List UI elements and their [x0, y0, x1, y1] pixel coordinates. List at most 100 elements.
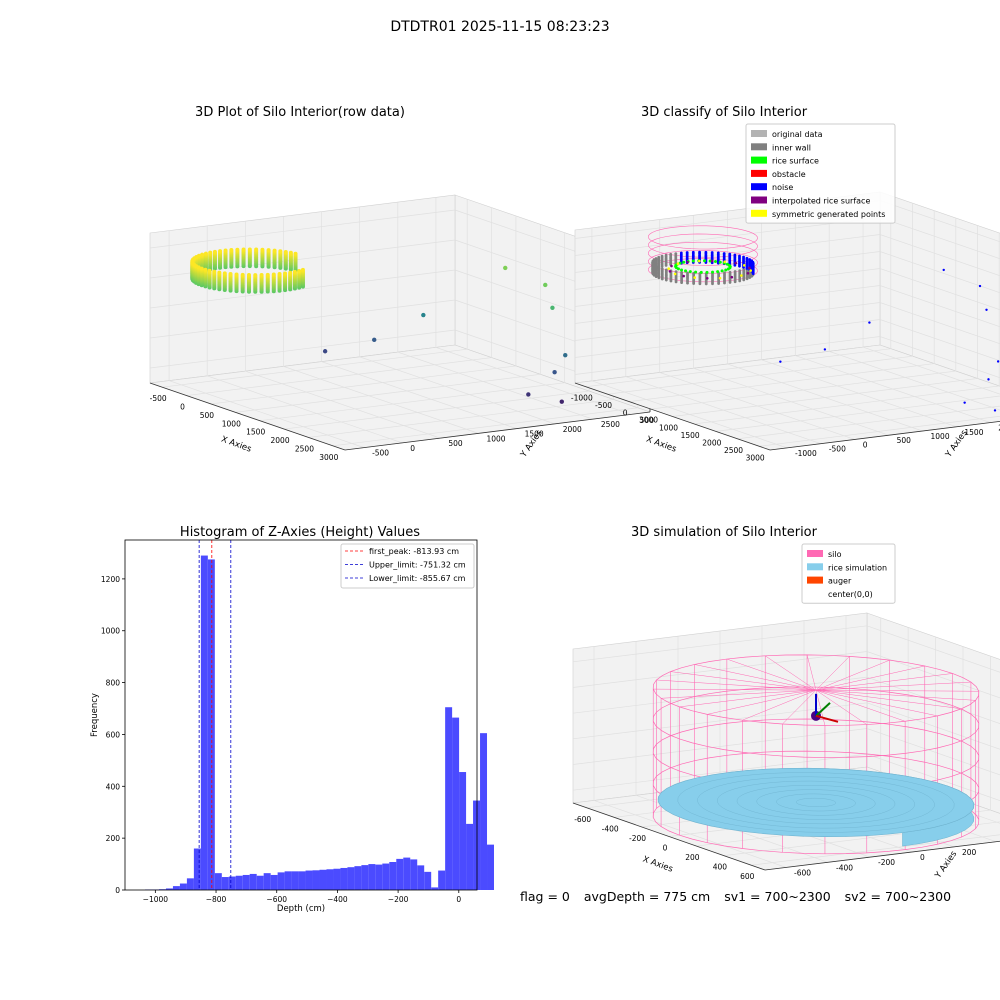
grid-line	[321, 211, 517, 429]
silo-wire	[815, 689, 979, 692]
legend-swatch	[751, 183, 767, 191]
wall-point	[711, 282, 714, 286]
grid-line	[574, 319, 1000, 362]
data-point	[253, 273, 258, 278]
grid-line	[625, 223, 821, 444]
x-axis-label: Depth (cm)	[277, 904, 325, 914]
y-tick-label: 500	[897, 436, 912, 445]
silo-wire	[806, 654, 817, 691]
x-tick-label: 1000	[659, 424, 678, 433]
legend-label: interpolated rice surface	[772, 197, 870, 206]
grid-line	[359, 206, 555, 425]
rice-point	[688, 270, 692, 274]
noise-point	[993, 409, 997, 412]
x-tick-label: 0	[663, 844, 668, 853]
y-axis-line	[769, 420, 1000, 451]
wall-point	[733, 280, 737, 284]
y-axis-label: Y Axies	[933, 849, 960, 881]
y-tick-label: 1000	[486, 434, 505, 443]
legend-swatch	[807, 589, 823, 597]
silo-wire	[815, 681, 971, 691]
data-point	[283, 249, 288, 254]
histogram-bar	[284, 871, 292, 890]
data-point	[552, 369, 557, 375]
x-tick-label: 500	[640, 416, 655, 425]
data-point	[297, 268, 302, 273]
noise-point	[942, 268, 945, 272]
y-tick-label: -200	[878, 858, 895, 867]
legend-swatch	[751, 143, 767, 151]
y-tick-label: 1200	[101, 575, 120, 584]
grid-line	[607, 203, 913, 395]
histogram-bar	[256, 875, 264, 890]
grid-line	[715, 395, 1000, 432]
depth-histogram: Histogram of Z-Axies (Height) Values −100…	[90, 525, 494, 914]
rice-point	[711, 270, 715, 274]
x-tick-label: -200	[629, 834, 646, 843]
data-point	[217, 270, 222, 275]
y-tick-label: -1000	[795, 449, 817, 458]
wall-point	[686, 281, 689, 285]
legend	[340, 543, 475, 589]
silo-wire	[656, 679, 817, 691]
grid-line	[591, 227, 788, 449]
histogram-bar	[382, 863, 390, 890]
surface-point	[742, 264, 746, 267]
wall-point	[745, 267, 749, 270]
x-tick-label: -500	[595, 401, 612, 410]
wall-point	[657, 266, 661, 269]
silo-wire	[707, 689, 817, 715]
histogram-bar	[277, 872, 285, 890]
rice-point	[720, 269, 724, 273]
legend-swatch	[751, 130, 767, 137]
silo-wire	[815, 659, 890, 691]
surface-point	[682, 274, 685, 278]
surface-point	[667, 267, 671, 270]
noise-point	[996, 360, 1000, 363]
x-tick-label: 0	[180, 403, 185, 412]
noise-point	[868, 321, 871, 324]
legend-label: rice surface	[772, 157, 819, 166]
y-tick-label: 2000	[998, 424, 1000, 433]
rice-point	[684, 269, 688, 273]
grid-line	[572, 625, 1000, 673]
histogram-bar	[207, 559, 215, 890]
histogram-bar	[473, 800, 481, 890]
data-point	[199, 266, 204, 271]
rice-point	[676, 267, 680, 271]
data-point	[246, 273, 251, 278]
noise-point	[779, 360, 782, 363]
wall-point	[745, 277, 749, 281]
silo-wire	[782, 689, 817, 725]
grid-line	[650, 218, 957, 410]
grid-line	[737, 405, 1000, 440]
noise-point	[978, 284, 982, 288]
surface-point	[670, 264, 673, 268]
histogram-bar	[466, 823, 474, 890]
rice-mesh	[717, 780, 915, 825]
histogram-bar	[431, 887, 439, 890]
silo-wire	[815, 689, 906, 722]
legend-label: Upper_limit: -751.32 cm	[369, 561, 466, 570]
grid-line	[574, 336, 1000, 379]
data-point	[265, 272, 270, 277]
x-tick-label: 1500	[246, 428, 265, 437]
grid-line	[235, 224, 541, 413]
grid-line	[186, 207, 492, 396]
y-axis-label: Frequency	[90, 693, 100, 737]
histogram-bar	[312, 870, 320, 890]
legend-swatch	[807, 563, 823, 571]
y-tick-label: 0	[920, 853, 925, 862]
x-tick-label: −600	[266, 895, 287, 904]
histogram-bar	[438, 870, 446, 890]
y-tick-label: 0	[410, 444, 415, 453]
rice-point	[718, 260, 722, 264]
histogram-bar	[326, 869, 334, 890]
y-tick-label: 3000	[639, 415, 658, 424]
silo-wire	[815, 665, 925, 691]
rice-point	[678, 261, 682, 265]
grid-line	[572, 651, 1000, 699]
surface-point	[749, 269, 752, 272]
data-point	[563, 352, 568, 358]
